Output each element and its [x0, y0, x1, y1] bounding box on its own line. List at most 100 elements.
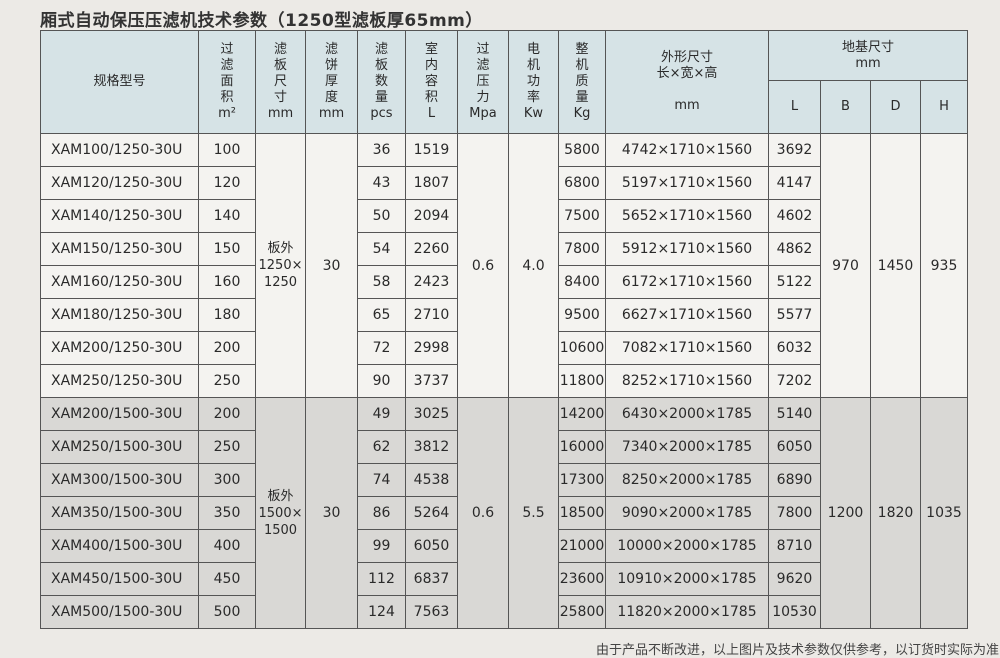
model-cell: XAM200/1250-30U: [40, 331, 199, 365]
dims-cell: 11820×2000×1785: [605, 595, 769, 629]
table-row: XAM400/1500-30U 400 99 6050 21000 10000×2000×…: [40, 529, 968, 563]
weight-cell: 10600: [558, 331, 606, 365]
plate-count-cell: 72: [357, 331, 406, 365]
dims-cell: 6172×1710×1560: [605, 265, 769, 299]
header-volume: 室内容积 L: [405, 30, 458, 134]
volume-cell: 2260: [405, 232, 458, 266]
plate-count-cell: 112: [357, 562, 406, 596]
foundation-L-cell: 5140: [768, 397, 821, 431]
foundation-L-cell: 8710: [768, 529, 821, 563]
table-row: XAM120/1250-30U 120 43 1807 6800 5197×1710×15…: [40, 166, 968, 200]
table-row: XAM150/1250-30U 150 54 2260 7800 5912×1710×15…: [40, 232, 968, 266]
plate-count-cell: 49: [357, 397, 406, 431]
foundation-L-cell: 3692: [768, 133, 821, 167]
motor-cell: 4.0: [508, 133, 559, 398]
plate-count-cell: 50: [357, 199, 406, 233]
model-cell: XAM250/1250-30U: [40, 364, 199, 398]
table-body: XAM100/1250-30U 100 板外1250×1250 30 36 1519 0.6…: [40, 133, 968, 629]
area-cell: 150: [198, 232, 256, 266]
foundation-L-cell: 6050: [768, 430, 821, 464]
foundation-D-cell: 1450: [870, 133, 921, 398]
weight-cell: 17300: [558, 463, 606, 497]
plate-count-cell: 54: [357, 232, 406, 266]
foundation-L-cell: 9620: [768, 562, 821, 596]
area-cell: 140: [198, 199, 256, 233]
weight-cell: 7500: [558, 199, 606, 233]
foundation-L-cell: 10530: [768, 595, 821, 629]
header-H: H: [920, 80, 968, 134]
area-cell: 120: [198, 166, 256, 200]
header-weight: 整机质量 Kg: [558, 30, 606, 134]
header-motor: 电机功率 Kw: [508, 30, 559, 134]
volume-cell: 5264: [405, 496, 458, 530]
foundation-H-cell: 1035: [920, 397, 968, 629]
header-B: B: [820, 80, 871, 134]
header-area: 过滤面积 m²: [198, 30, 256, 134]
plate-size-text: 板外1250×1250: [258, 241, 303, 290]
plate-size-text: 板外1500×1500: [258, 488, 303, 538]
header-model: 规格型号: [40, 30, 199, 134]
header-cake: 滤饼厚度 mm: [305, 30, 358, 134]
dims-cell: 10910×2000×1785: [605, 562, 769, 596]
table-row: XAM500/1500-30U 500 124 7563 25800 11820×2000…: [40, 595, 968, 629]
plate-count-cell: 90: [357, 364, 406, 398]
page-title: 厢式自动保压压滤机技术参数（1250型滤板厚65mm）: [40, 11, 483, 31]
dims-cell: 5652×1710×1560: [605, 199, 769, 233]
header-D: D: [870, 80, 921, 134]
plate-count-cell: 58: [357, 265, 406, 299]
model-cell: XAM160/1250-30U: [40, 265, 199, 299]
foundation-B-cell: 1200: [820, 397, 871, 629]
volume-cell: 2094: [405, 199, 458, 233]
model-cell: XAM350/1500-30U: [40, 496, 199, 530]
dims-cell: 5912×1710×1560: [605, 232, 769, 266]
plate-count-cell: 86: [357, 496, 406, 530]
plate-count-cell: 74: [357, 463, 406, 497]
foundation-L-cell: 4862: [768, 232, 821, 266]
dims-cell: 6627×1710×1560: [605, 298, 769, 332]
area-cell: 180: [198, 298, 256, 332]
plate-count-cell: 99: [357, 529, 406, 563]
foundation-L-cell: 4602: [768, 199, 821, 233]
weight-cell: 16000: [558, 430, 606, 464]
foundation-L-cell: 7800: [768, 496, 821, 530]
dims-cell: 8252×1710×1560: [605, 364, 769, 398]
dims-cell: 6430×2000×1785: [605, 397, 769, 431]
table-row: XAM250/1500-30U 250 62 3812 16000 7340×2000×1…: [40, 430, 968, 464]
plate-count-cell: 36: [357, 133, 406, 167]
header-plate-size: 滤板尺寸 mm: [255, 30, 306, 134]
area-cell: 250: [198, 430, 256, 464]
weight-cell: 25800: [558, 595, 606, 629]
weight-cell: 14200: [558, 397, 606, 431]
area-cell: 400: [198, 529, 256, 563]
plate-count-cell: 124: [357, 595, 406, 629]
header-plate-count: 滤板数量 pcs: [357, 30, 406, 134]
table-row: XAM300/1500-30U 300 74 4538 17300 8250×2000×1…: [40, 463, 968, 497]
footnote: 由于产品不断改进，以上图片及技术参数仅供参考，以订货时实际为准: [596, 643, 1000, 658]
area-cell: 350: [198, 496, 256, 530]
area-cell: 160: [198, 265, 256, 299]
table-row: XAM100/1250-30U 100 板外1250×1250 30 36 1519 0.6…: [40, 133, 968, 398]
spec-table: 规格型号 过滤面积 m² 滤板尺寸 mm 滤饼厚度 mm 滤板数量 pcs 室内容积 L …: [40, 30, 968, 629]
volume-cell: 3025: [405, 397, 458, 431]
table-row: XAM200/1250-30U 200 72 2998 10600 7082×1710×1…: [40, 331, 968, 365]
header-L: L: [768, 80, 821, 134]
cake-cell: 30: [305, 133, 358, 398]
model-cell: XAM450/1500-30U: [40, 562, 199, 596]
cake-cell: 30: [305, 397, 358, 629]
header-foundation: 地基尺寸 mm: [768, 30, 968, 81]
model-cell: XAM180/1250-30U: [40, 298, 199, 332]
volume-cell: 3737: [405, 364, 458, 398]
foundation-D-cell: 1820: [870, 397, 921, 629]
model-cell: XAM400/1500-30U: [40, 529, 199, 563]
dims-cell: 5197×1710×1560: [605, 166, 769, 200]
weight-cell: 9500: [558, 298, 606, 332]
model-cell: XAM100/1250-30U: [40, 133, 199, 167]
plate-count-cell: 43: [357, 166, 406, 200]
volume-cell: 2710: [405, 298, 458, 332]
weight-cell: 8400: [558, 265, 606, 299]
table-row: XAM350/1500-30U 350 86 5264 18500 9090×2000×1…: [40, 496, 968, 530]
dims-cell: 9090×2000×1785: [605, 496, 769, 530]
volume-cell: 6837: [405, 562, 458, 596]
area-cell: 500: [198, 595, 256, 629]
plate-size-cell: 板外1500×1500: [255, 397, 306, 629]
